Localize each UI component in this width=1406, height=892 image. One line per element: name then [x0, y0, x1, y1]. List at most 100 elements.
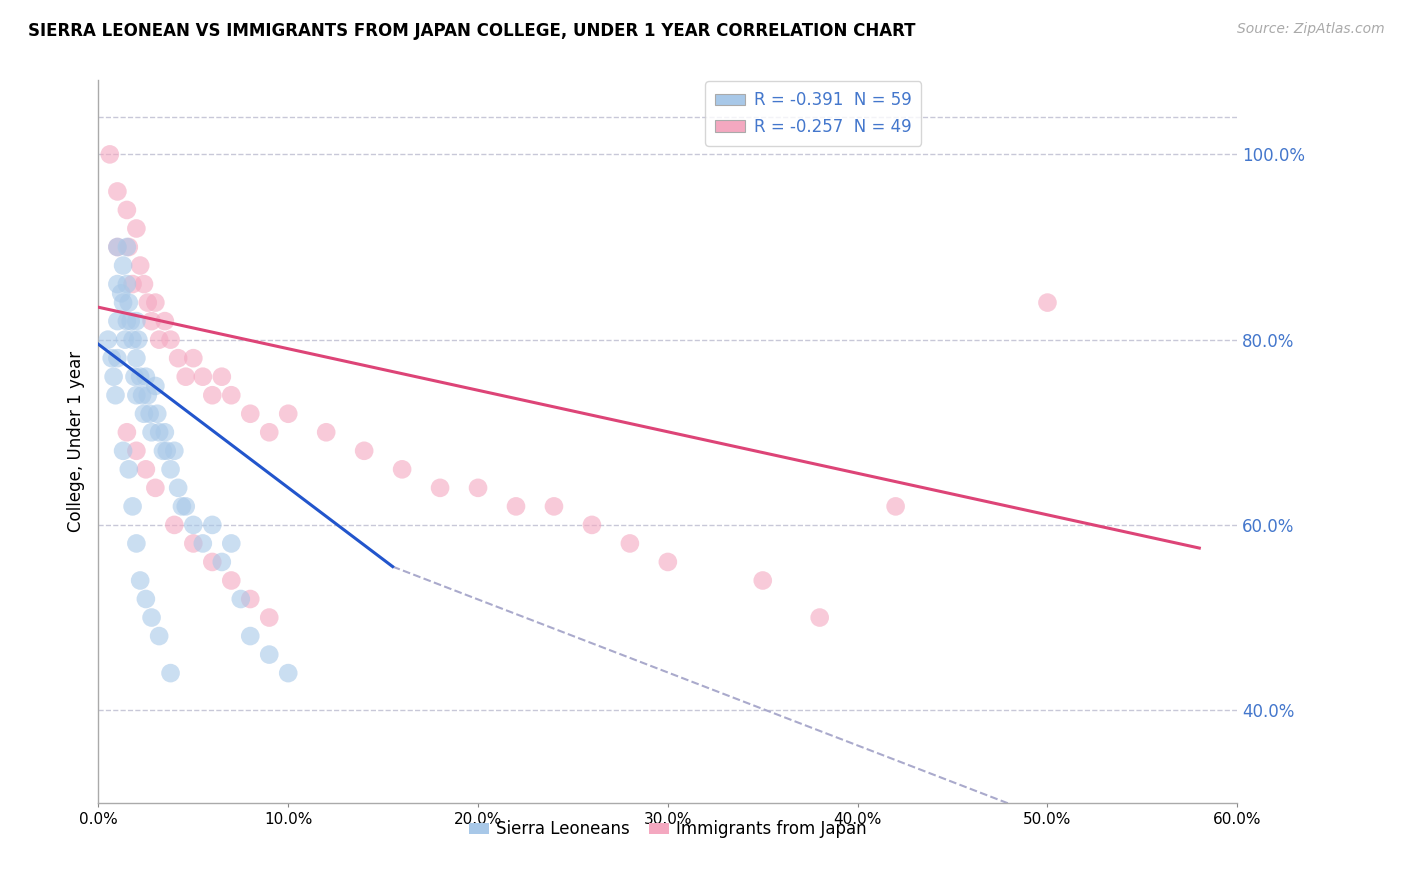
Point: [505, 500, 527, 514]
Point: [115, 277, 138, 291]
Point: [107, 351, 129, 366]
Point: [259, 648, 281, 662]
Point: [112, 259, 135, 273]
Point: [277, 666, 299, 681]
Point: [120, 314, 142, 328]
Point: [115, 202, 138, 217]
Point: [159, 666, 181, 681]
Point: [353, 443, 375, 458]
Point: [159, 333, 181, 347]
Point: [129, 369, 152, 384]
Point: [148, 629, 170, 643]
Point: [146, 407, 169, 421]
Point: [191, 536, 214, 550]
Point: [121, 500, 143, 514]
Point: [211, 369, 233, 384]
Point: [135, 369, 157, 384]
Text: Source: ZipAtlas.com: Source: ZipAtlas.com: [1237, 22, 1385, 37]
Point: [135, 592, 157, 607]
Point: [174, 369, 197, 384]
Point: [112, 295, 135, 310]
Point: [167, 481, 190, 495]
Point: [163, 517, 186, 532]
Point: [136, 295, 159, 310]
Point: [125, 314, 148, 328]
Point: [103, 369, 125, 384]
Point: [107, 277, 129, 291]
Point: [581, 517, 603, 532]
Point: [104, 388, 127, 402]
Point: [127, 333, 149, 347]
Legend: Sierra Leoneans, Immigrants from Japan: Sierra Leoneans, Immigrants from Japan: [463, 814, 873, 845]
Point: [170, 500, 193, 514]
Point: [221, 388, 243, 402]
Point: [221, 574, 243, 588]
Point: [211, 555, 233, 569]
Point: [543, 500, 565, 514]
Point: [183, 351, 205, 366]
Point: [174, 500, 197, 514]
Point: [239, 407, 262, 421]
Point: [112, 443, 135, 458]
Point: [124, 369, 146, 384]
Point: [159, 462, 181, 476]
Point: [148, 425, 170, 440]
Point: [141, 314, 163, 328]
Point: [118, 240, 141, 254]
Point: [156, 443, 179, 458]
Point: [221, 536, 243, 550]
Point: [114, 333, 136, 347]
Point: [100, 351, 122, 366]
Point: [107, 240, 129, 254]
Point: [121, 333, 143, 347]
Point: [132, 277, 155, 291]
Point: [183, 517, 205, 532]
Point: [98, 147, 121, 161]
Point: [201, 388, 224, 402]
Point: [141, 610, 163, 624]
Point: [129, 574, 152, 588]
Point: [153, 425, 176, 440]
Point: [183, 536, 205, 550]
Point: [125, 443, 148, 458]
Point: [125, 351, 148, 366]
Point: [229, 592, 252, 607]
Point: [153, 314, 176, 328]
Point: [191, 369, 214, 384]
Text: SIERRA LEONEAN VS IMMIGRANTS FROM JAPAN COLLEGE, UNDER 1 YEAR CORRELATION CHART: SIERRA LEONEAN VS IMMIGRANTS FROM JAPAN …: [28, 22, 915, 40]
Point: [619, 536, 641, 550]
Point: [657, 555, 679, 569]
Point: [135, 462, 157, 476]
Point: [136, 388, 159, 402]
Point: [467, 481, 489, 495]
Point: [145, 481, 167, 495]
Point: [125, 536, 148, 550]
Point: [97, 333, 120, 347]
Point: [152, 443, 174, 458]
Point: [138, 407, 160, 421]
Point: [115, 314, 138, 328]
Point: [277, 407, 299, 421]
Point: [752, 574, 775, 588]
Point: [391, 462, 413, 476]
Point: [118, 462, 141, 476]
Point: [259, 425, 281, 440]
Point: [118, 295, 141, 310]
Point: [121, 277, 143, 291]
Y-axis label: College, Under 1 year: College, Under 1 year: [66, 351, 84, 533]
Point: [315, 425, 337, 440]
Point: [239, 592, 262, 607]
Point: [201, 517, 224, 532]
Point: [107, 314, 129, 328]
Point: [132, 407, 155, 421]
Point: [110, 286, 132, 301]
Point: [145, 295, 167, 310]
Point: [129, 259, 152, 273]
Point: [107, 240, 129, 254]
Point: [163, 443, 186, 458]
Point: [145, 379, 167, 393]
Point: [148, 333, 170, 347]
Point: [115, 240, 138, 254]
Point: [239, 629, 262, 643]
Point: [141, 425, 163, 440]
